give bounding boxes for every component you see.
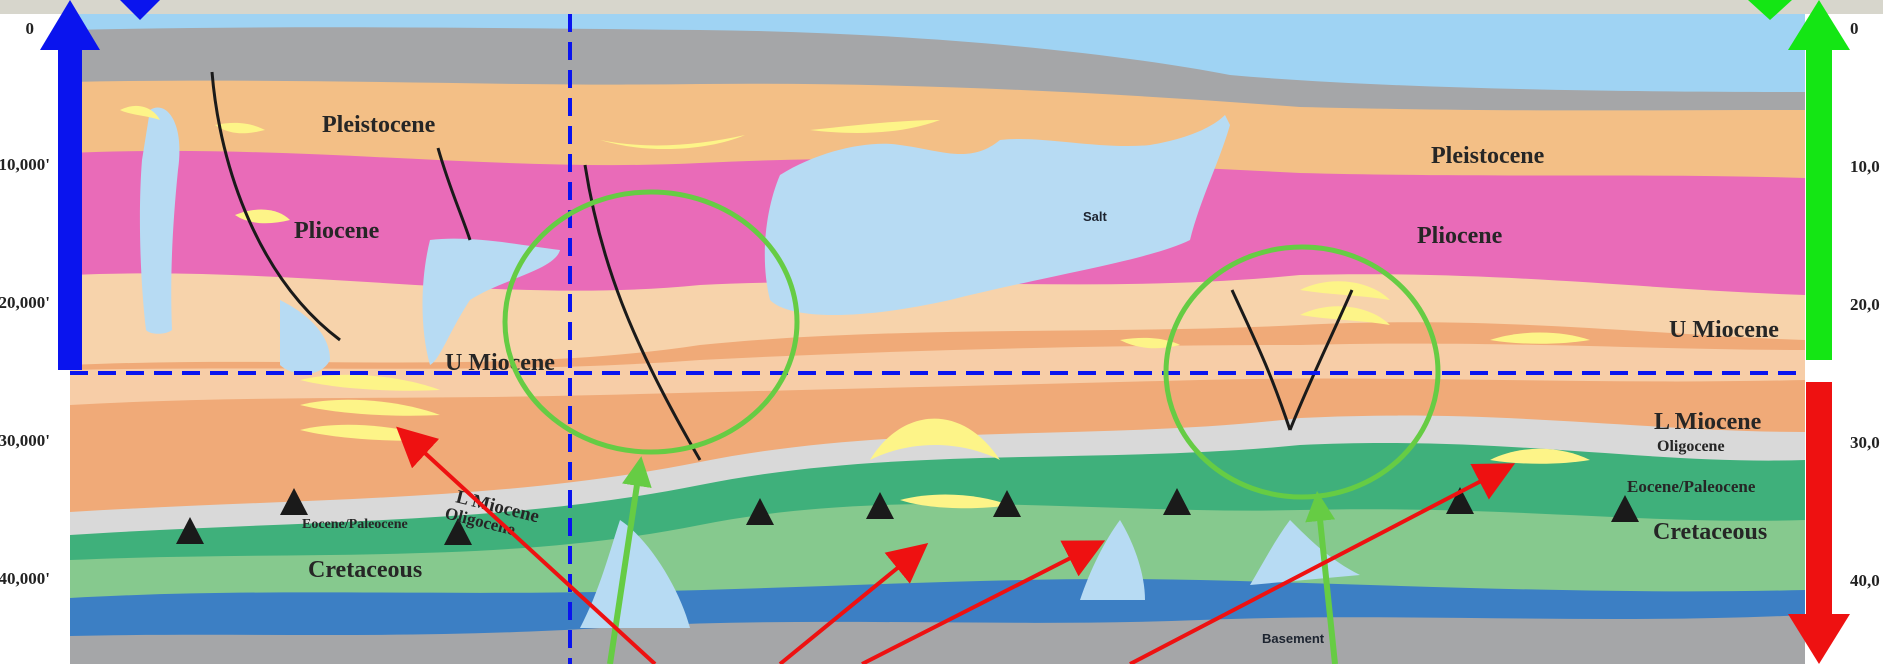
lower-miocene-light-layer (70, 343, 1805, 405)
pleistocene-label-left: Pleistocene (322, 112, 436, 138)
right-up-arrow (1748, 0, 1850, 360)
depth-label-left: 10,000' (0, 155, 50, 174)
pleistocene-label-right: Pleistocene (1431, 143, 1545, 169)
right-down-arrow (1788, 382, 1850, 664)
cretaceous-label-left: Cretaceous (308, 557, 422, 583)
depth-label-left: 20,000' (0, 293, 50, 312)
salt-pillow-center (580, 520, 690, 628)
depth-axis-right: 0 10,0 20,0 30,0 40,0 (1850, 19, 1880, 590)
eocene-label-left: Eocene/Paleocene (302, 517, 408, 532)
depth-label-left: 30,000' (0, 431, 50, 450)
oligocene-layer (70, 412, 1805, 535)
depth-label-right: 30,0 (1850, 433, 1880, 452)
depth-label-left: 40,000' (0, 569, 50, 588)
salt-pillow-mid (1080, 520, 1145, 600)
red-pointer-arrows (396, 426, 1516, 664)
eocene-label-right: Eocene/Paleocene (1627, 477, 1756, 496)
seafloor-band (70, 27, 1805, 111)
pliocene-label-right: Pliocene (1417, 223, 1503, 249)
green-pointer-arrows (607, 456, 1338, 664)
cretaceous-label-right: Cretaceous (1653, 519, 1767, 545)
salt-pillow-right (1250, 520, 1360, 585)
pliocene-label-left: Pliocene (294, 218, 380, 244)
salt-body-canopy (764, 115, 1230, 315)
header-strip (0, 0, 1883, 14)
deep-basin-layer (70, 569, 1805, 636)
depth-label-left: 0 (26, 19, 35, 38)
depth-label-right: 0 (1850, 19, 1859, 38)
stratigraphic-layers (70, 14, 1805, 664)
depth-axis-left: 0 10,000' 20,000' 30,000' 40,000' (0, 19, 50, 588)
salt-label: Salt (1083, 209, 1108, 224)
u-miocene-label-right: U Miocene (1669, 317, 1779, 343)
salt-diapir-left (139, 107, 180, 334)
depth-label-right: 40,0 (1850, 571, 1880, 590)
highlight-circles (502, 189, 1441, 500)
pleistocene-layer (70, 78, 1805, 178)
salt-tongue (422, 238, 560, 365)
source-rock-markers (176, 487, 1639, 545)
depth-label-right: 20,0 (1850, 295, 1880, 314)
basement-label: Basement (1262, 631, 1325, 646)
cretaceous-layer (70, 498, 1805, 598)
depth-label-right: 10,0 (1850, 157, 1880, 176)
salt-wing (280, 300, 330, 374)
oligocene-label-right: Oligocene (1657, 438, 1725, 455)
l-miocene-label-right: L Miocene (1654, 409, 1762, 435)
left-depth-arrow (40, 0, 160, 370)
guide-lines (70, 14, 1805, 664)
